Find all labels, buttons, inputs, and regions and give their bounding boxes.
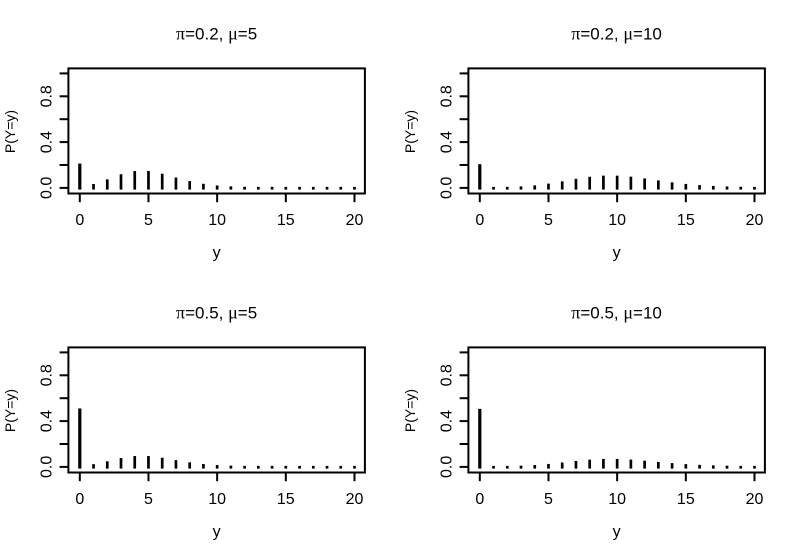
svg-text:5: 5 — [544, 212, 553, 229]
svg-text:0.4: 0.4 — [38, 410, 55, 432]
svg-text:5: 5 — [144, 212, 153, 229]
svg-text:0.0: 0.0 — [438, 177, 455, 199]
svg-text:P(Y=y): P(Y=y) — [2, 110, 18, 153]
svg-text:P(Y=y): P(Y=y) — [402, 110, 418, 153]
svg-text:5: 5 — [544, 491, 553, 508]
svg-text:0: 0 — [475, 212, 484, 229]
svg-text:0.0: 0.0 — [38, 456, 55, 478]
svg-text:0.8: 0.8 — [38, 85, 55, 107]
svg-text:20: 20 — [746, 491, 764, 508]
svg-text:0.8: 0.8 — [438, 364, 455, 386]
svg-text:15: 15 — [677, 491, 695, 508]
svg-text:y: y — [213, 244, 221, 261]
svg-text:0: 0 — [475, 491, 484, 508]
svg-text:5: 5 — [144, 491, 153, 508]
svg-text:0.4: 0.4 — [438, 410, 455, 432]
svg-text:10: 10 — [608, 491, 626, 508]
svg-text:15: 15 — [677, 212, 695, 229]
svg-text:0: 0 — [75, 491, 84, 508]
svg-text:0.4: 0.4 — [438, 131, 455, 153]
svg-text:0: 0 — [75, 212, 84, 229]
svg-text:10: 10 — [208, 491, 226, 508]
svg-text:y: y — [613, 244, 621, 261]
svg-text:P(Y=y): P(Y=y) — [2, 389, 18, 432]
svg-text:π=0.5, μ=10: π=0.5, μ=10 — [571, 303, 662, 323]
svg-text:0.8: 0.8 — [38, 364, 55, 386]
svg-text:π=0.2, μ=5: π=0.2, μ=5 — [176, 24, 257, 44]
svg-text:P(Y=y): P(Y=y) — [402, 389, 418, 432]
svg-text:0.0: 0.0 — [438, 456, 455, 478]
svg-text:10: 10 — [208, 212, 226, 229]
svg-text:15: 15 — [277, 491, 295, 508]
svg-text:0.4: 0.4 — [38, 131, 55, 153]
svg-text:π=0.5, μ=5: π=0.5, μ=5 — [176, 303, 257, 323]
svg-text:20: 20 — [346, 491, 364, 508]
svg-text:0.0: 0.0 — [38, 177, 55, 199]
svg-text:15: 15 — [277, 212, 295, 229]
svg-text:0.8: 0.8 — [438, 85, 455, 107]
svg-text:20: 20 — [746, 212, 764, 229]
svg-text:10: 10 — [608, 212, 626, 229]
svg-text:y: y — [613, 523, 621, 540]
svg-text:y: y — [213, 523, 221, 540]
svg-text:20: 20 — [346, 212, 364, 229]
svg-text:π=0.2, μ=10: π=0.2, μ=10 — [571, 24, 662, 44]
